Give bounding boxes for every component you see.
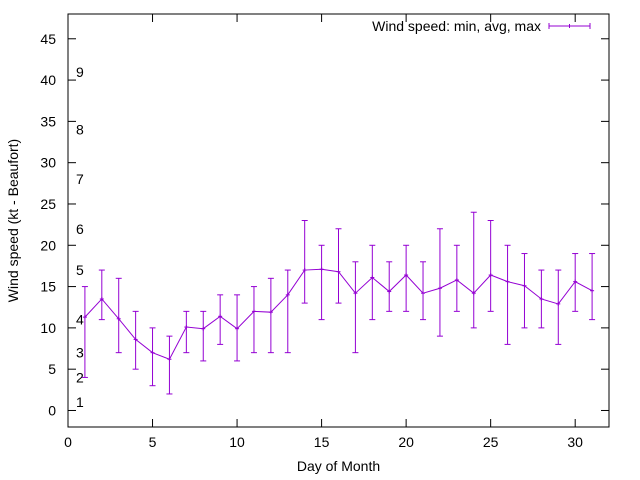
error-bars (81, 211, 596, 395)
error-bar (420, 261, 427, 321)
error-bar (487, 220, 494, 312)
average-point (353, 291, 358, 296)
y-tick-label: 35 (40, 113, 56, 129)
beaufort-scale-labels: 1 2 3 4 5 6 7 8 9 (76, 64, 84, 410)
beaufort-label: 8 (76, 122, 84, 138)
beaufort-label: 2 (76, 369, 84, 385)
y-tick-label: 40 (40, 72, 56, 88)
average-point (590, 288, 595, 293)
beaufort-label: 5 (76, 262, 84, 278)
average-point (235, 326, 240, 331)
average-point (218, 314, 223, 319)
y-tick-label: 15 (40, 279, 56, 295)
x-tick-label: 30 (567, 434, 583, 450)
average-point (437, 286, 442, 291)
average-point (404, 273, 409, 278)
x-tick-label: 25 (483, 434, 499, 450)
average-point (150, 350, 155, 355)
beaufort-label: 9 (76, 64, 84, 80)
error-bar (267, 277, 274, 354)
beaufort-label: 4 (76, 312, 84, 328)
average-points (82, 267, 595, 362)
y-tick-label: 10 (40, 320, 56, 336)
average-point (268, 310, 273, 315)
error-bar (166, 335, 173, 395)
error-bar (318, 244, 325, 321)
beaufort-label: 3 (76, 345, 84, 361)
average-point (454, 277, 459, 282)
error-bar (301, 220, 308, 304)
error-bar (470, 211, 477, 329)
legend: Wind speed: min, avg, max (372, 18, 591, 34)
y-axis-title: Wind speed (kt - Beaufort) (5, 139, 21, 302)
x-axis-title: Day of Month (297, 458, 380, 474)
error-bar (369, 244, 376, 321)
average-point (184, 325, 189, 330)
error-bar (335, 228, 342, 304)
average-point (387, 289, 392, 294)
x-tick-label: 0 (64, 434, 72, 450)
average-point (116, 316, 121, 321)
y-tick-label: 20 (40, 237, 56, 253)
error-bar (98, 269, 105, 321)
average-point (319, 267, 324, 272)
error-bar (521, 253, 528, 329)
x-tick-label: 15 (314, 434, 330, 450)
error-bar (403, 244, 410, 312)
error-bar (352, 261, 359, 354)
x-tick-label: 20 (398, 434, 414, 450)
average-point (201, 326, 206, 331)
error-bar (81, 286, 88, 378)
y-tick-label: 25 (40, 196, 56, 212)
y-tick-label: 0 (48, 402, 56, 418)
average-point (99, 296, 104, 301)
average-point (133, 337, 138, 342)
error-bar (200, 310, 207, 362)
beaufort-label: 7 (76, 171, 84, 187)
y-tick-label: 45 (40, 31, 56, 47)
average-point (421, 291, 426, 296)
average-point (522, 283, 527, 288)
legend-sample (548, 23, 591, 29)
error-bar (115, 277, 122, 354)
average-point (167, 357, 172, 362)
beaufort-label: 1 (76, 394, 84, 410)
average-point (539, 296, 544, 301)
error-bar (284, 269, 291, 354)
average-point (488, 273, 493, 278)
y-tick-label: 5 (48, 361, 56, 377)
beaufort-label: 6 (76, 221, 84, 237)
average-point (336, 269, 341, 274)
average-point (251, 309, 256, 314)
error-bar (217, 294, 224, 345)
average-point (556, 301, 561, 306)
average-point (505, 279, 510, 284)
plot-area-border (67, 13, 610, 428)
error-bar (183, 310, 190, 354)
x-tick-label: 10 (229, 434, 245, 450)
x-axis: 0 5 10 15 20 25 30 (64, 14, 583, 450)
error-bar (555, 269, 562, 345)
average-point (82, 315, 87, 320)
error-bar (504, 244, 511, 345)
legend-label: Wind speed: min, avg, max (372, 18, 541, 34)
error-bar (386, 261, 393, 312)
x-tick-label: 5 (149, 434, 157, 450)
average-point (285, 292, 290, 297)
error-bar (149, 327, 156, 387)
average-point (573, 279, 578, 284)
error-bar (436, 228, 443, 337)
error-bar (589, 253, 596, 321)
y-tick-label: 30 (40, 155, 56, 171)
average-point (471, 291, 476, 296)
average-point (302, 268, 307, 273)
average-point (370, 275, 375, 280)
error-bar (250, 286, 257, 354)
